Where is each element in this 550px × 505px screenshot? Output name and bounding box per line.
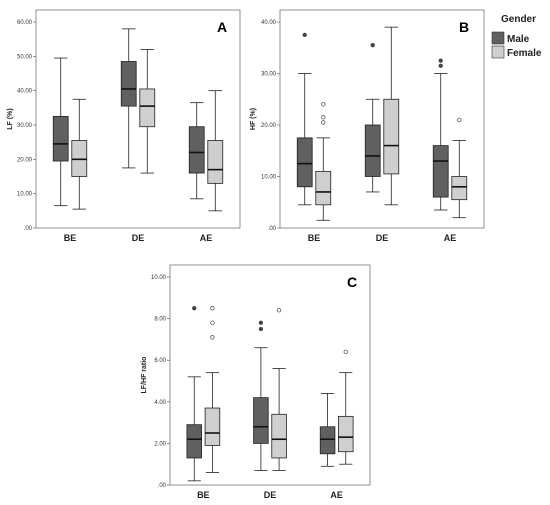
x-tick-label: AE <box>200 233 213 243</box>
outlier-point <box>438 63 443 68</box>
box-iqr <box>120 61 137 107</box>
box-male-be <box>296 32 313 206</box>
box-male-ae <box>319 393 336 467</box>
box-iqr <box>139 88 156 128</box>
outlier-point <box>457 117 462 122</box>
plot-frame <box>35 9 241 229</box>
y-tick-label: 20.00 <box>261 123 277 129</box>
y-tick-label: 4.00 <box>154 400 166 406</box>
x-tick-label: BE <box>64 233 77 243</box>
y-tick-label: 20.00 <box>17 157 33 163</box>
outlier-point <box>210 320 215 325</box>
outlier-point <box>258 320 264 325</box>
y-tick-label: .00 <box>268 226 277 232</box>
box-iqr <box>188 126 205 174</box>
box-female-be <box>71 98 88 210</box>
outlier-point <box>210 306 215 311</box>
y-tick-label: 50.00 <box>17 54 33 60</box>
box-male-de <box>253 320 269 471</box>
outlier-point <box>321 102 326 107</box>
outlier-point <box>343 349 348 355</box>
chart-panels: .00 10.00 20.00 30.00 40.00 50.00 60.00 LF (%) A… <box>7 9 485 500</box>
x-tick-label: AE <box>330 490 343 500</box>
y-tick-label: .00 <box>24 226 33 232</box>
outlier-point <box>370 43 375 48</box>
box-female-de <box>383 26 400 206</box>
box-iqr <box>253 397 269 444</box>
outlier-point <box>321 115 326 120</box>
chart-panel-b: .00 10.00 20.00 30.00 40.00 HF (%) B BE DE AE <box>250 9 485 243</box>
box-iqr <box>52 116 69 162</box>
x-tick-label: DE <box>376 233 389 243</box>
y-tick-label: 10.00 <box>17 192 33 198</box>
panel-label: C <box>347 274 357 290</box>
y-tick-label: 30.00 <box>261 72 277 78</box>
box-female-de <box>139 49 156 174</box>
box-iqr <box>315 170 332 206</box>
box-iqr <box>207 140 224 184</box>
y-axis-label: LF (%) <box>7 108 14 129</box>
outlier-point <box>438 58 443 63</box>
box-iqr <box>71 140 88 177</box>
x-tick-label: BE <box>308 233 321 243</box>
y-axis-label: HF (%) <box>250 108 257 130</box>
legend-label-female: Female <box>507 48 542 59</box>
box-iqr <box>338 415 354 453</box>
x-tick-label: DE <box>264 490 277 500</box>
box-male-de <box>364 43 381 193</box>
outlier-point <box>210 335 215 340</box>
box-iqr <box>296 137 313 188</box>
box-female-de <box>271 308 287 471</box>
y-tick-label: 10.00 <box>151 275 167 281</box>
box-iqr <box>383 98 400 175</box>
box-male-de <box>120 28 137 169</box>
y-tick-label: 6.00 <box>154 358 166 364</box>
y-tick-label: 8.00 <box>154 317 166 323</box>
panel-label: A <box>217 19 227 35</box>
box-iqr <box>186 424 202 459</box>
y-axis-label: LF/HF ratio <box>141 357 148 394</box>
outlier-point <box>302 32 307 38</box>
outlier-point <box>192 306 197 311</box>
box-iqr <box>319 426 336 455</box>
y-tick-label: 30.00 <box>17 123 33 129</box>
outlier-point <box>258 326 264 332</box>
y-tick-label: 2.00 <box>154 441 166 447</box>
outlier-point <box>321 120 326 125</box>
panel-label: B <box>459 19 469 35</box>
x-tick-label: AE <box>444 233 457 243</box>
y-tick-label: .00 <box>158 483 167 489</box>
box-female-ae <box>207 90 224 212</box>
box-iqr <box>364 124 381 177</box>
box-male-ae <box>432 58 449 211</box>
box-female-ae <box>451 117 468 219</box>
outlier-point <box>276 308 282 313</box>
chart-panel-a: .00 10.00 20.00 30.00 40.00 50.00 60.00 LF (%) A… <box>7 9 241 243</box>
box-female-ae <box>338 349 354 465</box>
box-iqr <box>432 145 449 198</box>
legend-swatch-female <box>491 45 505 59</box>
legend-title: Gender <box>501 14 536 25</box>
box-male-ae <box>188 102 205 200</box>
legend: Gender Male Female <box>491 14 542 59</box>
plot-frame <box>279 9 485 229</box>
box-female-be <box>315 102 332 221</box>
box-iqr <box>271 413 287 459</box>
box-female-be <box>204 306 221 473</box>
x-tick-label: BE <box>197 490 210 500</box>
legend-label-male: Male <box>507 34 530 45</box>
box-iqr <box>451 176 468 201</box>
y-tick-label: 60.00 <box>17 20 33 26</box>
box-male-be <box>186 306 202 482</box>
y-tick-label: 40.00 <box>261 20 277 26</box>
plot-frame <box>169 264 371 486</box>
chart-panel-c: .00 2.00 4.00 6.00 8.00 10.00 LF/HF ratio C BE DE… <box>141 264 371 500</box>
box-iqr <box>204 407 221 446</box>
box-male-be <box>52 57 69 207</box>
legend-swatch-male <box>491 31 505 45</box>
y-tick-label: 10.00 <box>261 175 277 181</box>
y-tick-label: 40.00 <box>17 89 33 95</box>
x-tick-label: DE <box>132 233 145 243</box>
